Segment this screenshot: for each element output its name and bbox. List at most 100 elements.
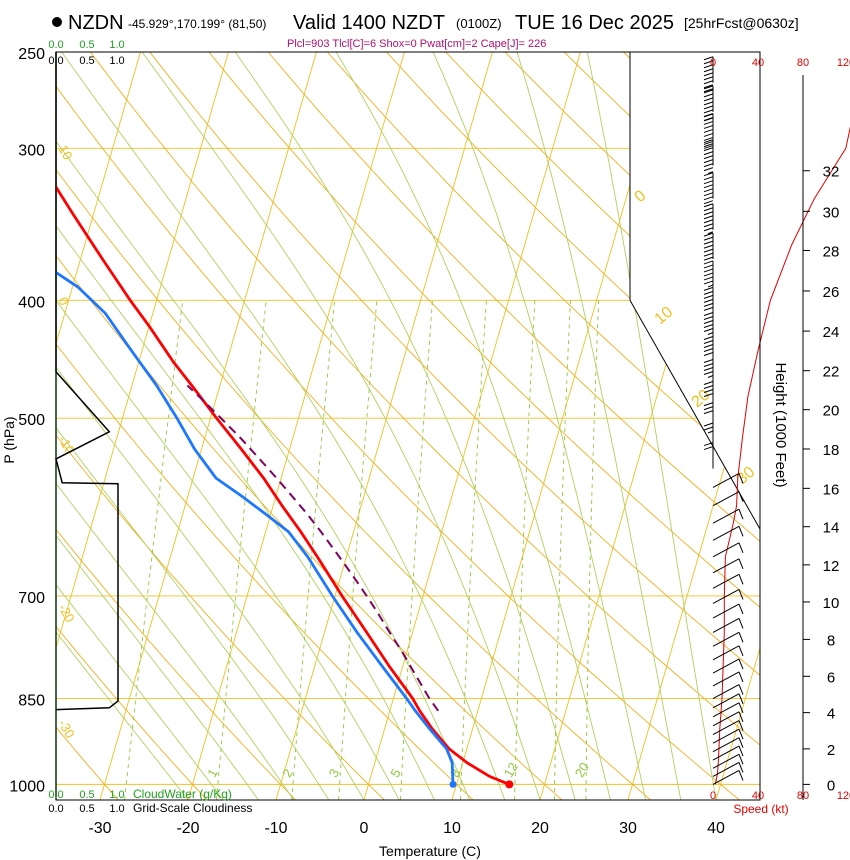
wind-barb	[712, 684, 744, 699]
station-name: NZDN	[68, 12, 124, 34]
wind-barb-flag	[703, 68, 714, 73]
wind-barb-flag	[703, 64, 714, 69]
moist-adiabat	[335, 52, 611, 800]
wind-barb-staff	[712, 761, 740, 777]
wind-barb	[703, 56, 714, 93]
wind-barb-flag	[703, 232, 714, 237]
x-axis-label: Temperature (C)	[379, 843, 481, 859]
pressure-tick-label: 1000	[9, 778, 45, 795]
wind-barb-flag	[703, 340, 714, 345]
cloudiness-top-tick: 1.0	[109, 55, 124, 67]
wind-barb-flag	[738, 589, 744, 600]
wind-barb	[712, 573, 744, 589]
wind-barb-flag	[703, 89, 714, 94]
wind-barb-flag	[703, 393, 714, 397]
wind-barb-flag	[703, 120, 714, 125]
wind-barb-staff	[712, 711, 740, 727]
dry-adiabat	[56, 528, 296, 800]
wind-barb-flag	[703, 147, 714, 152]
wind-barb-flag	[703, 367, 714, 371]
moist-adiabat	[56, 426, 330, 800]
cloud-water-bottom-tick: 0.0	[48, 789, 63, 801]
pressure-tick-label: 700	[18, 590, 45, 607]
dry-adiabat	[56, 168, 651, 800]
height-tick-label: 20	[823, 403, 840, 420]
height-tick-label: 2	[827, 742, 835, 759]
wind-barb-flag	[703, 236, 714, 241]
wind-barb	[703, 260, 714, 288]
wind-barb-flag	[703, 422, 714, 427]
wind-barb-flag	[703, 240, 714, 245]
temperature-tick-label: -20	[176, 820, 199, 837]
wind-barb-flag	[738, 491, 744, 502]
mixing-ratio-label: 20	[572, 760, 592, 780]
wind-barb	[712, 472, 744, 488]
wind-barb-flag	[703, 359, 714, 363]
wind-barb	[712, 753, 744, 769]
isotherm-label-left: 10	[55, 142, 75, 162]
wind-barb-flag	[703, 84, 714, 89]
wind-barb-flag	[703, 163, 714, 168]
wind-barb-flag	[703, 76, 714, 81]
height-tick-label: 26	[823, 284, 840, 301]
wind-barb-flag	[707, 171, 714, 175]
dry-adiabat	[267, 52, 760, 542]
wind-barb	[703, 442, 714, 469]
wind-barb-flag	[738, 526, 744, 537]
wind-barb-flag	[703, 159, 714, 164]
temperature-line	[56, 184, 510, 786]
moist-adiabat	[56, 140, 471, 800]
height-tick-label: 30	[823, 204, 840, 221]
wind-barb-flag	[703, 406, 714, 411]
wind-barb-flag	[703, 140, 714, 145]
wind-barb	[712, 508, 744, 524]
isotherm-line	[275, 52, 493, 800]
wind-barb	[712, 702, 744, 718]
wind-barb-flag	[738, 632, 744, 643]
moist-adiabat	[56, 225, 435, 800]
wind-barb-flag	[738, 603, 744, 615]
isotherm-label-left: -20	[55, 601, 77, 625]
wind-barb	[703, 203, 714, 235]
mixing-ratio-line	[514, 300, 536, 800]
temperature-tick-label: 30	[619, 820, 637, 837]
height-tick-label: 12	[823, 558, 840, 575]
isotherm-line	[56, 52, 229, 650]
mixing-ratio-line	[291, 300, 336, 800]
wind-barb-flag	[703, 276, 714, 281]
cloudiness-bottom-tick: 1.0	[109, 803, 124, 815]
height-tick-label: 22	[823, 364, 840, 381]
wind-barb	[712, 711, 744, 727]
wind-barb	[712, 658, 744, 674]
wind-barb	[712, 589, 744, 604]
cloud-water-bottom-tick: 0.5	[79, 789, 94, 801]
wind-barb-flag	[738, 770, 744, 781]
wind-barb-flag	[703, 244, 714, 249]
wind-barb-flag	[703, 85, 714, 90]
cloud-water-label: CloudWater (g/Kg)	[133, 787, 232, 801]
isotherm-label-left: 0	[55, 294, 72, 308]
wind-barb-flag	[703, 184, 714, 189]
wind-barb-flag	[703, 151, 714, 156]
wind-barb-flag	[703, 124, 714, 129]
wind-barb-flag	[703, 113, 714, 118]
wind-speed-bottom-tick: 80	[797, 790, 809, 802]
wind-barb-flag	[703, 60, 714, 65]
wind-barb	[712, 720, 744, 735]
dry-adiabat	[326, 52, 760, 478]
wind-barb-flag	[703, 72, 714, 77]
moist-adiabat	[56, 534, 259, 800]
wind-barb-flag	[703, 105, 714, 110]
temperature-tick-label: 10	[443, 820, 461, 837]
wind-barb-staff	[712, 769, 740, 785]
valid-zulu: (0100Z)	[456, 16, 502, 31]
wind-barb-flag	[707, 332, 714, 335]
mixing-ratio-label: 5	[387, 766, 404, 780]
wind-barb-flag	[703, 298, 714, 303]
pressure-tick-label: 300	[18, 142, 45, 159]
moist-adiabat	[56, 482, 294, 800]
wind-barb-staff	[712, 753, 740, 769]
moist-adiabat	[56, 584, 224, 800]
wind-barb-staff	[712, 525, 740, 541]
